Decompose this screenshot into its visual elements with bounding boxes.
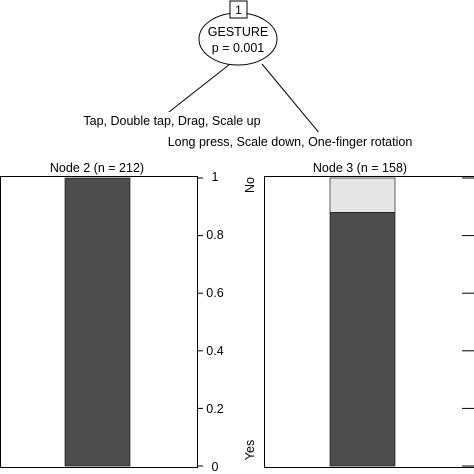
tick-label-0.2: 0.2 — [206, 402, 223, 416]
node-3-header — [302, 160, 418, 175]
node-2-yes-bar — [64, 177, 131, 467]
node-2-title: Node 2 (n = 212) — [50, 161, 144, 175]
y-axis: 0 0.2 0.4 0.6 0.8 1 No Yes — [206, 170, 257, 474]
right-panel-ticks — [462, 177, 474, 467]
root-variable: GESTURE — [208, 25, 268, 39]
tick-label-1: 1 — [212, 170, 219, 184]
axis-label-yes: Yes — [243, 440, 257, 460]
axis-label-no: No — [243, 177, 257, 193]
node-2-header — [37, 160, 157, 175]
terminal-node-3: Node 3 (n = 158) — [264, 160, 474, 468]
edge-right-label-bg — [157, 132, 423, 149]
tick-label-0.4: 0.4 — [206, 344, 223, 358]
tick-label-0.8: 0.8 — [206, 228, 223, 242]
root-node: 1 GESTURE p = 0.001 — [198, 0, 278, 66]
node-3-yes-bar — [329, 212, 396, 467]
node-3-title: Node 3 (n = 158) — [313, 161, 407, 175]
edge-right-label: Long press, Scale down, One-finger rotat… — [168, 135, 413, 149]
tick-label-0: 0 — [212, 460, 219, 474]
tick-label-0.6: 0.6 — [206, 286, 223, 300]
edge-left-label-bg — [64, 112, 280, 129]
root-id-box — [229, 0, 248, 19]
root-p-value: p = 0.001 — [212, 41, 265, 55]
root-ellipse — [198, 12, 278, 66]
root-id: 1 — [235, 3, 242, 17]
edge-left-label: Tap, Double tap, Drag, Scale up — [83, 114, 260, 128]
terminal-node-2: Node 2 (n = 212) — [0, 160, 198, 468]
node-3-no-bar — [329, 177, 396, 213]
